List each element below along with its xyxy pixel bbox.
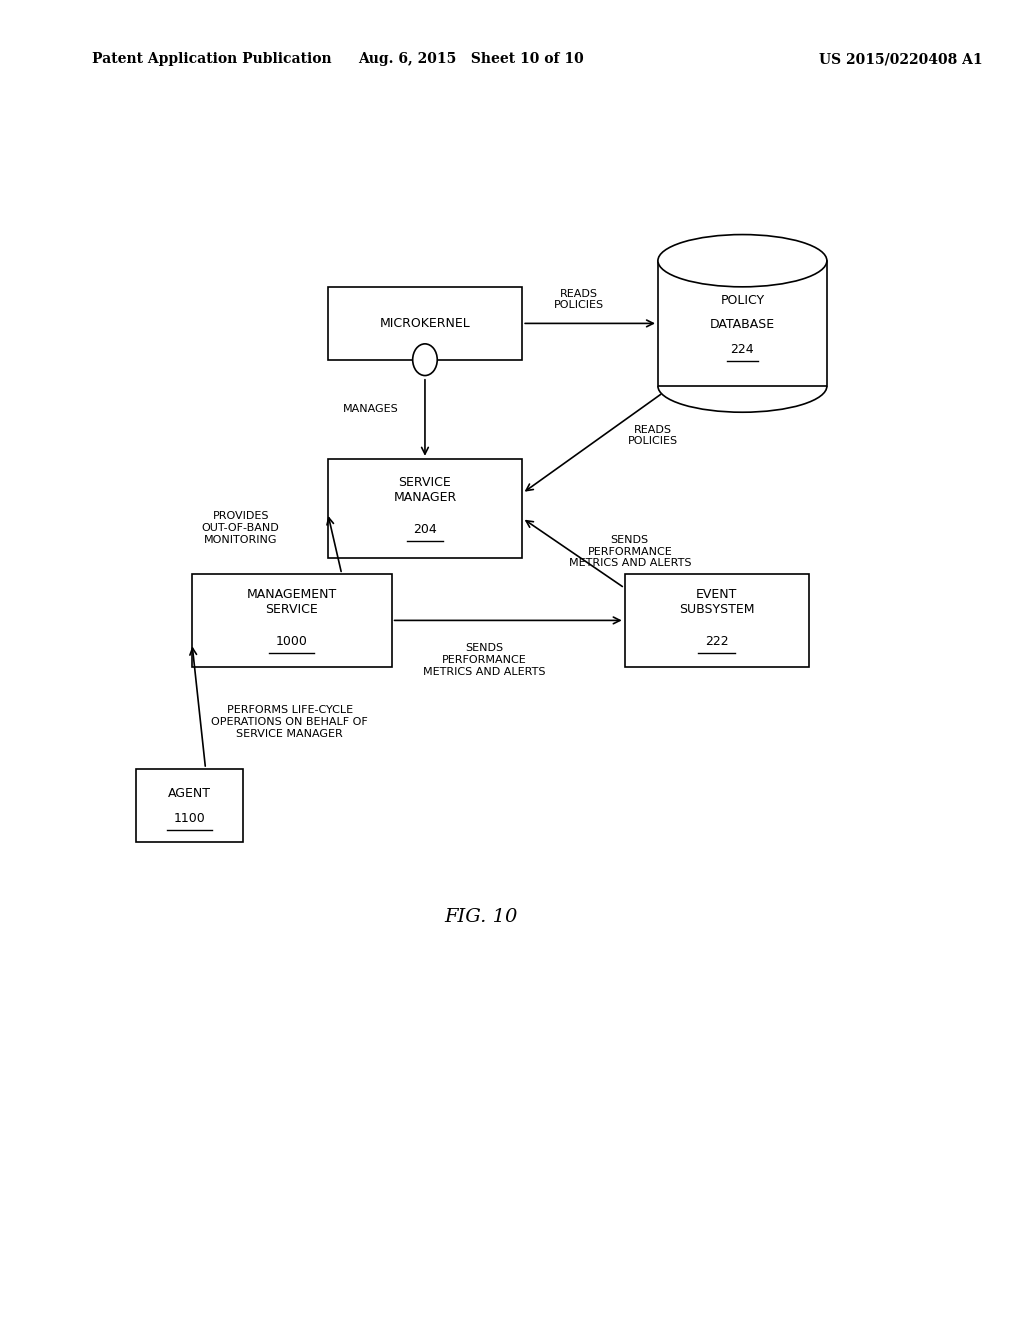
Text: MANAGEMENT
SERVICE: MANAGEMENT SERVICE [247,587,337,616]
Text: Patent Application Publication: Patent Application Publication [92,53,332,66]
FancyBboxPatch shape [625,574,809,667]
Text: AGENT: AGENT [168,787,211,800]
Text: EVENT
SUBSYSTEM: EVENT SUBSYSTEM [679,587,755,616]
Text: SERVICE
MANAGER: SERVICE MANAGER [393,475,457,504]
Circle shape [413,343,437,375]
Ellipse shape [657,235,827,286]
Text: 1000: 1000 [275,635,308,648]
FancyBboxPatch shape [328,459,522,557]
Text: FIG. 10: FIG. 10 [444,908,518,927]
Text: US 2015/0220408 A1: US 2015/0220408 A1 [819,53,983,66]
Text: SENDS
PERFORMANCE
METRICS AND ALERTS: SENDS PERFORMANCE METRICS AND ALERTS [568,535,691,569]
FancyBboxPatch shape [191,574,391,667]
FancyBboxPatch shape [657,261,827,385]
Text: DATABASE: DATABASE [710,318,775,331]
Text: MANAGES: MANAGES [343,404,398,414]
Text: MICROKERNEL: MICROKERNEL [380,317,470,330]
Text: Aug. 6, 2015   Sheet 10 of 10: Aug. 6, 2015 Sheet 10 of 10 [358,53,584,66]
Text: 222: 222 [705,635,729,648]
Text: SENDS
PERFORMANCE
METRICS AND ALERTS: SENDS PERFORMANCE METRICS AND ALERTS [423,643,546,677]
Text: 204: 204 [413,523,437,536]
Text: PERFORMS LIFE-CYCLE
OPERATIONS ON BEHALF OF
SERVICE MANAGER: PERFORMS LIFE-CYCLE OPERATIONS ON BEHALF… [211,705,369,739]
FancyBboxPatch shape [328,286,522,359]
FancyBboxPatch shape [135,768,244,842]
Text: 1100: 1100 [173,812,206,825]
Text: READS
POLICIES: READS POLICIES [629,425,678,446]
Text: READS
POLICIES: READS POLICIES [554,289,603,310]
Text: 224: 224 [730,343,755,355]
Text: POLICY: POLICY [720,294,765,306]
Text: PROVIDES
OUT-OF-BAND
MONITORING: PROVIDES OUT-OF-BAND MONITORING [202,511,280,545]
